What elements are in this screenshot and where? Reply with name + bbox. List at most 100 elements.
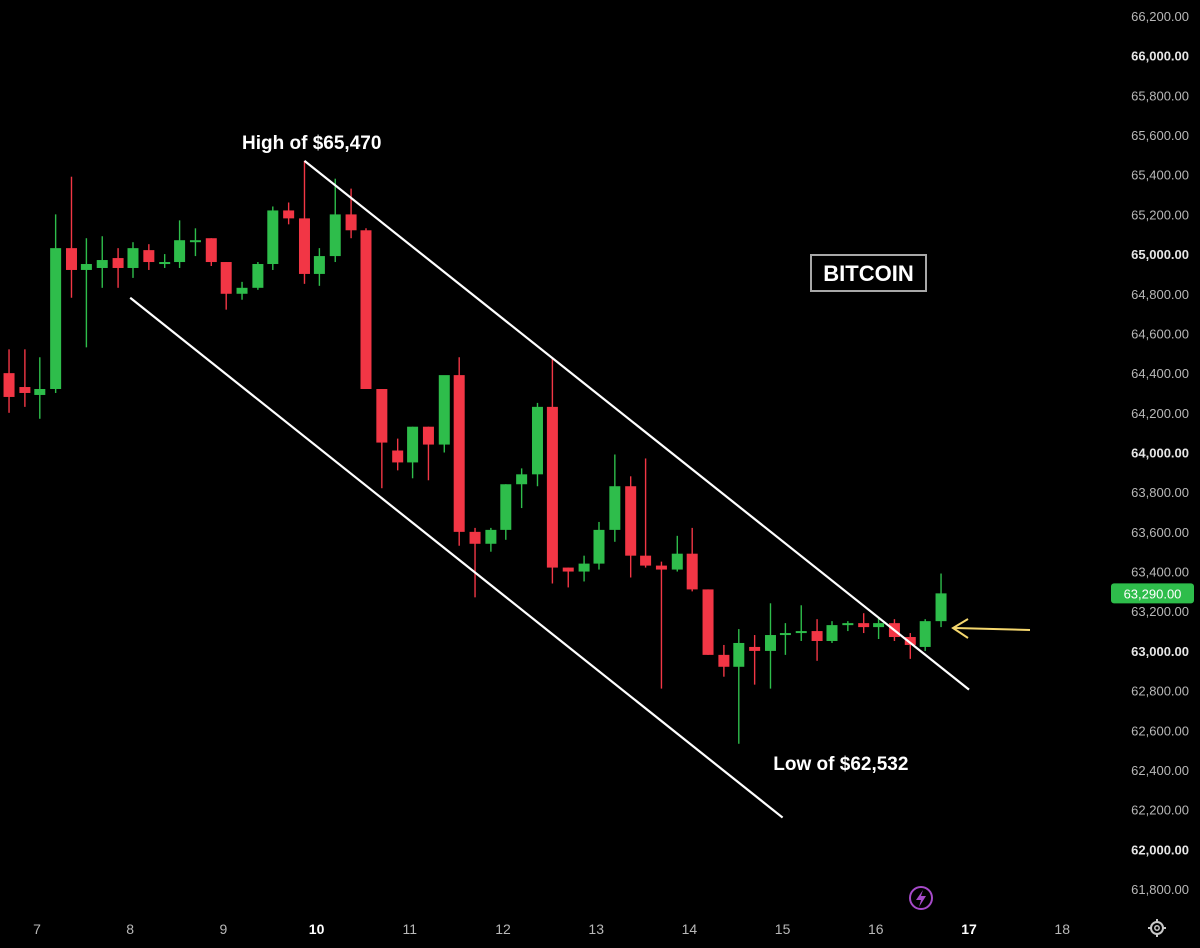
candle	[858, 613, 870, 634]
candle-body	[655, 565, 667, 570]
y-tick-label: 65,400.00	[1131, 168, 1189, 183]
candle	[112, 248, 124, 288]
candle	[220, 262, 232, 310]
y-tick-label: 66,000.00	[1131, 49, 1189, 64]
candle	[795, 605, 807, 641]
gear-icon[interactable]	[1148, 919, 1166, 937]
candle	[96, 236, 108, 288]
candle-body	[702, 589, 714, 655]
high-annotation: High of $65,470	[242, 133, 381, 154]
candle-body	[376, 389, 388, 443]
candle	[935, 573, 947, 628]
candle-body	[65, 248, 77, 270]
candle-body	[935, 593, 947, 622]
candle-body	[904, 637, 916, 645]
candle	[298, 160, 310, 284]
candle	[19, 349, 31, 407]
candle-body	[159, 262, 171, 265]
candle	[609, 454, 621, 542]
candle-body	[205, 238, 217, 263]
x-tick-label: 10	[309, 921, 325, 937]
y-tick-label: 64,200.00	[1131, 406, 1189, 421]
x-tick-label: 7	[33, 921, 41, 937]
candle	[143, 244, 155, 270]
x-tick-label: 17	[961, 921, 977, 937]
candle	[189, 228, 201, 257]
lightning-icon[interactable]	[909, 886, 933, 910]
y-tick-label: 63,200.00	[1131, 604, 1189, 619]
candle-body	[112, 258, 124, 268]
candle	[376, 389, 388, 489]
candle-body	[795, 631, 807, 634]
x-tick-label: 12	[495, 921, 511, 937]
candle-body	[283, 210, 295, 219]
candle-body	[438, 375, 450, 445]
y-tick-label: 64,400.00	[1131, 366, 1189, 381]
candle	[873, 617, 885, 640]
y-tick-label: 62,200.00	[1131, 803, 1189, 818]
candle	[205, 238, 217, 266]
candle	[593, 521, 605, 570]
y-tick-label: 63,000.00	[1131, 644, 1189, 659]
candle	[919, 619, 931, 651]
y-tick-label: 62,400.00	[1131, 763, 1189, 778]
candle-body	[640, 555, 652, 566]
candle-body	[313, 256, 325, 274]
candle	[407, 426, 419, 479]
candle	[422, 426, 434, 481]
chart-title: BITCOIN	[823, 261, 913, 286]
candle-body	[422, 426, 434, 445]
candle-body	[392, 450, 404, 463]
candle-body	[485, 529, 497, 544]
candle	[267, 206, 279, 270]
candle-body	[811, 631, 823, 641]
x-tick-label: 11	[403, 921, 418, 937]
candle	[500, 484, 512, 540]
candle	[546, 357, 558, 584]
candle-body	[873, 623, 885, 628]
y-tick-label: 65,600.00	[1131, 128, 1189, 143]
candle	[826, 621, 838, 643]
candle-body	[671, 553, 683, 570]
candle	[749, 635, 761, 685]
y-tick-label: 65,000.00	[1131, 247, 1189, 262]
candle-body	[858, 623, 870, 628]
candle-body	[749, 646, 761, 651]
y-tick-label: 63,800.00	[1131, 485, 1189, 500]
candle-body	[267, 210, 279, 265]
candle-body	[127, 248, 139, 268]
channel-line-upper[interactable]	[303, 159, 970, 691]
low-annotation: Low of $62,532	[773, 754, 908, 775]
x-tick-label: 13	[588, 921, 604, 937]
candle-body	[19, 387, 31, 393]
candle	[764, 603, 776, 689]
candle	[438, 375, 450, 453]
candle-body	[345, 214, 357, 231]
channel-line-lower[interactable]	[129, 296, 784, 819]
candle-body	[3, 373, 15, 397]
candle	[733, 629, 745, 744]
y-tick-label: 66,200.00	[1131, 9, 1189, 24]
candle-body	[329, 214, 341, 257]
candle	[779, 623, 791, 655]
candle-body	[143, 250, 155, 263]
candle-body	[625, 486, 637, 556]
x-tick-label: 8	[126, 921, 134, 937]
candle	[50, 214, 62, 393]
candle-body	[562, 567, 574, 572]
candle-body	[96, 260, 108, 268]
x-tick-label: 14	[682, 921, 698, 937]
y-tick-label: 61,800.00	[1131, 882, 1189, 897]
candle-body	[220, 262, 232, 294]
candle-body	[826, 625, 838, 641]
candle-body	[50, 248, 62, 390]
candle	[360, 228, 372, 390]
candle-body	[34, 389, 46, 395]
candle	[34, 357, 46, 419]
candle-body	[189, 240, 201, 243]
candle	[578, 555, 590, 582]
candle	[904, 633, 916, 659]
candle	[531, 402, 543, 487]
candle	[159, 254, 171, 268]
